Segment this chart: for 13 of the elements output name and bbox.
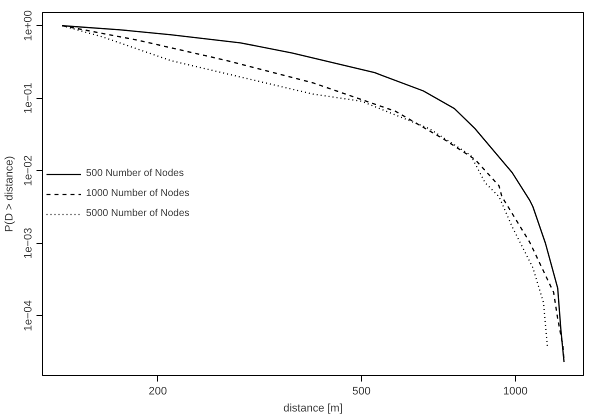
x-tick-label: 200 (148, 386, 168, 398)
legend-label: 1000 Number of Nodes (86, 187, 190, 200)
y-axis-title: P(D > distance) (4, 156, 16, 232)
x-axis-title: distance [m] (283, 402, 343, 414)
legend-label: 5000 Number of Nodes (86, 207, 190, 220)
y-tick-label: 1e−01 (22, 82, 34, 114)
legend-label: 500 Number of Nodes (86, 167, 184, 180)
x-tick-label: 500 (352, 386, 371, 398)
y-tick-label: 1e−03 (22, 228, 34, 259)
y-tick-label: 1e+00 (22, 10, 34, 42)
y-tick-label: 1e−04 (22, 300, 34, 332)
x-tick-label: 1000 (503, 386, 528, 398)
y-tick-label: 1e−02 (22, 155, 34, 186)
